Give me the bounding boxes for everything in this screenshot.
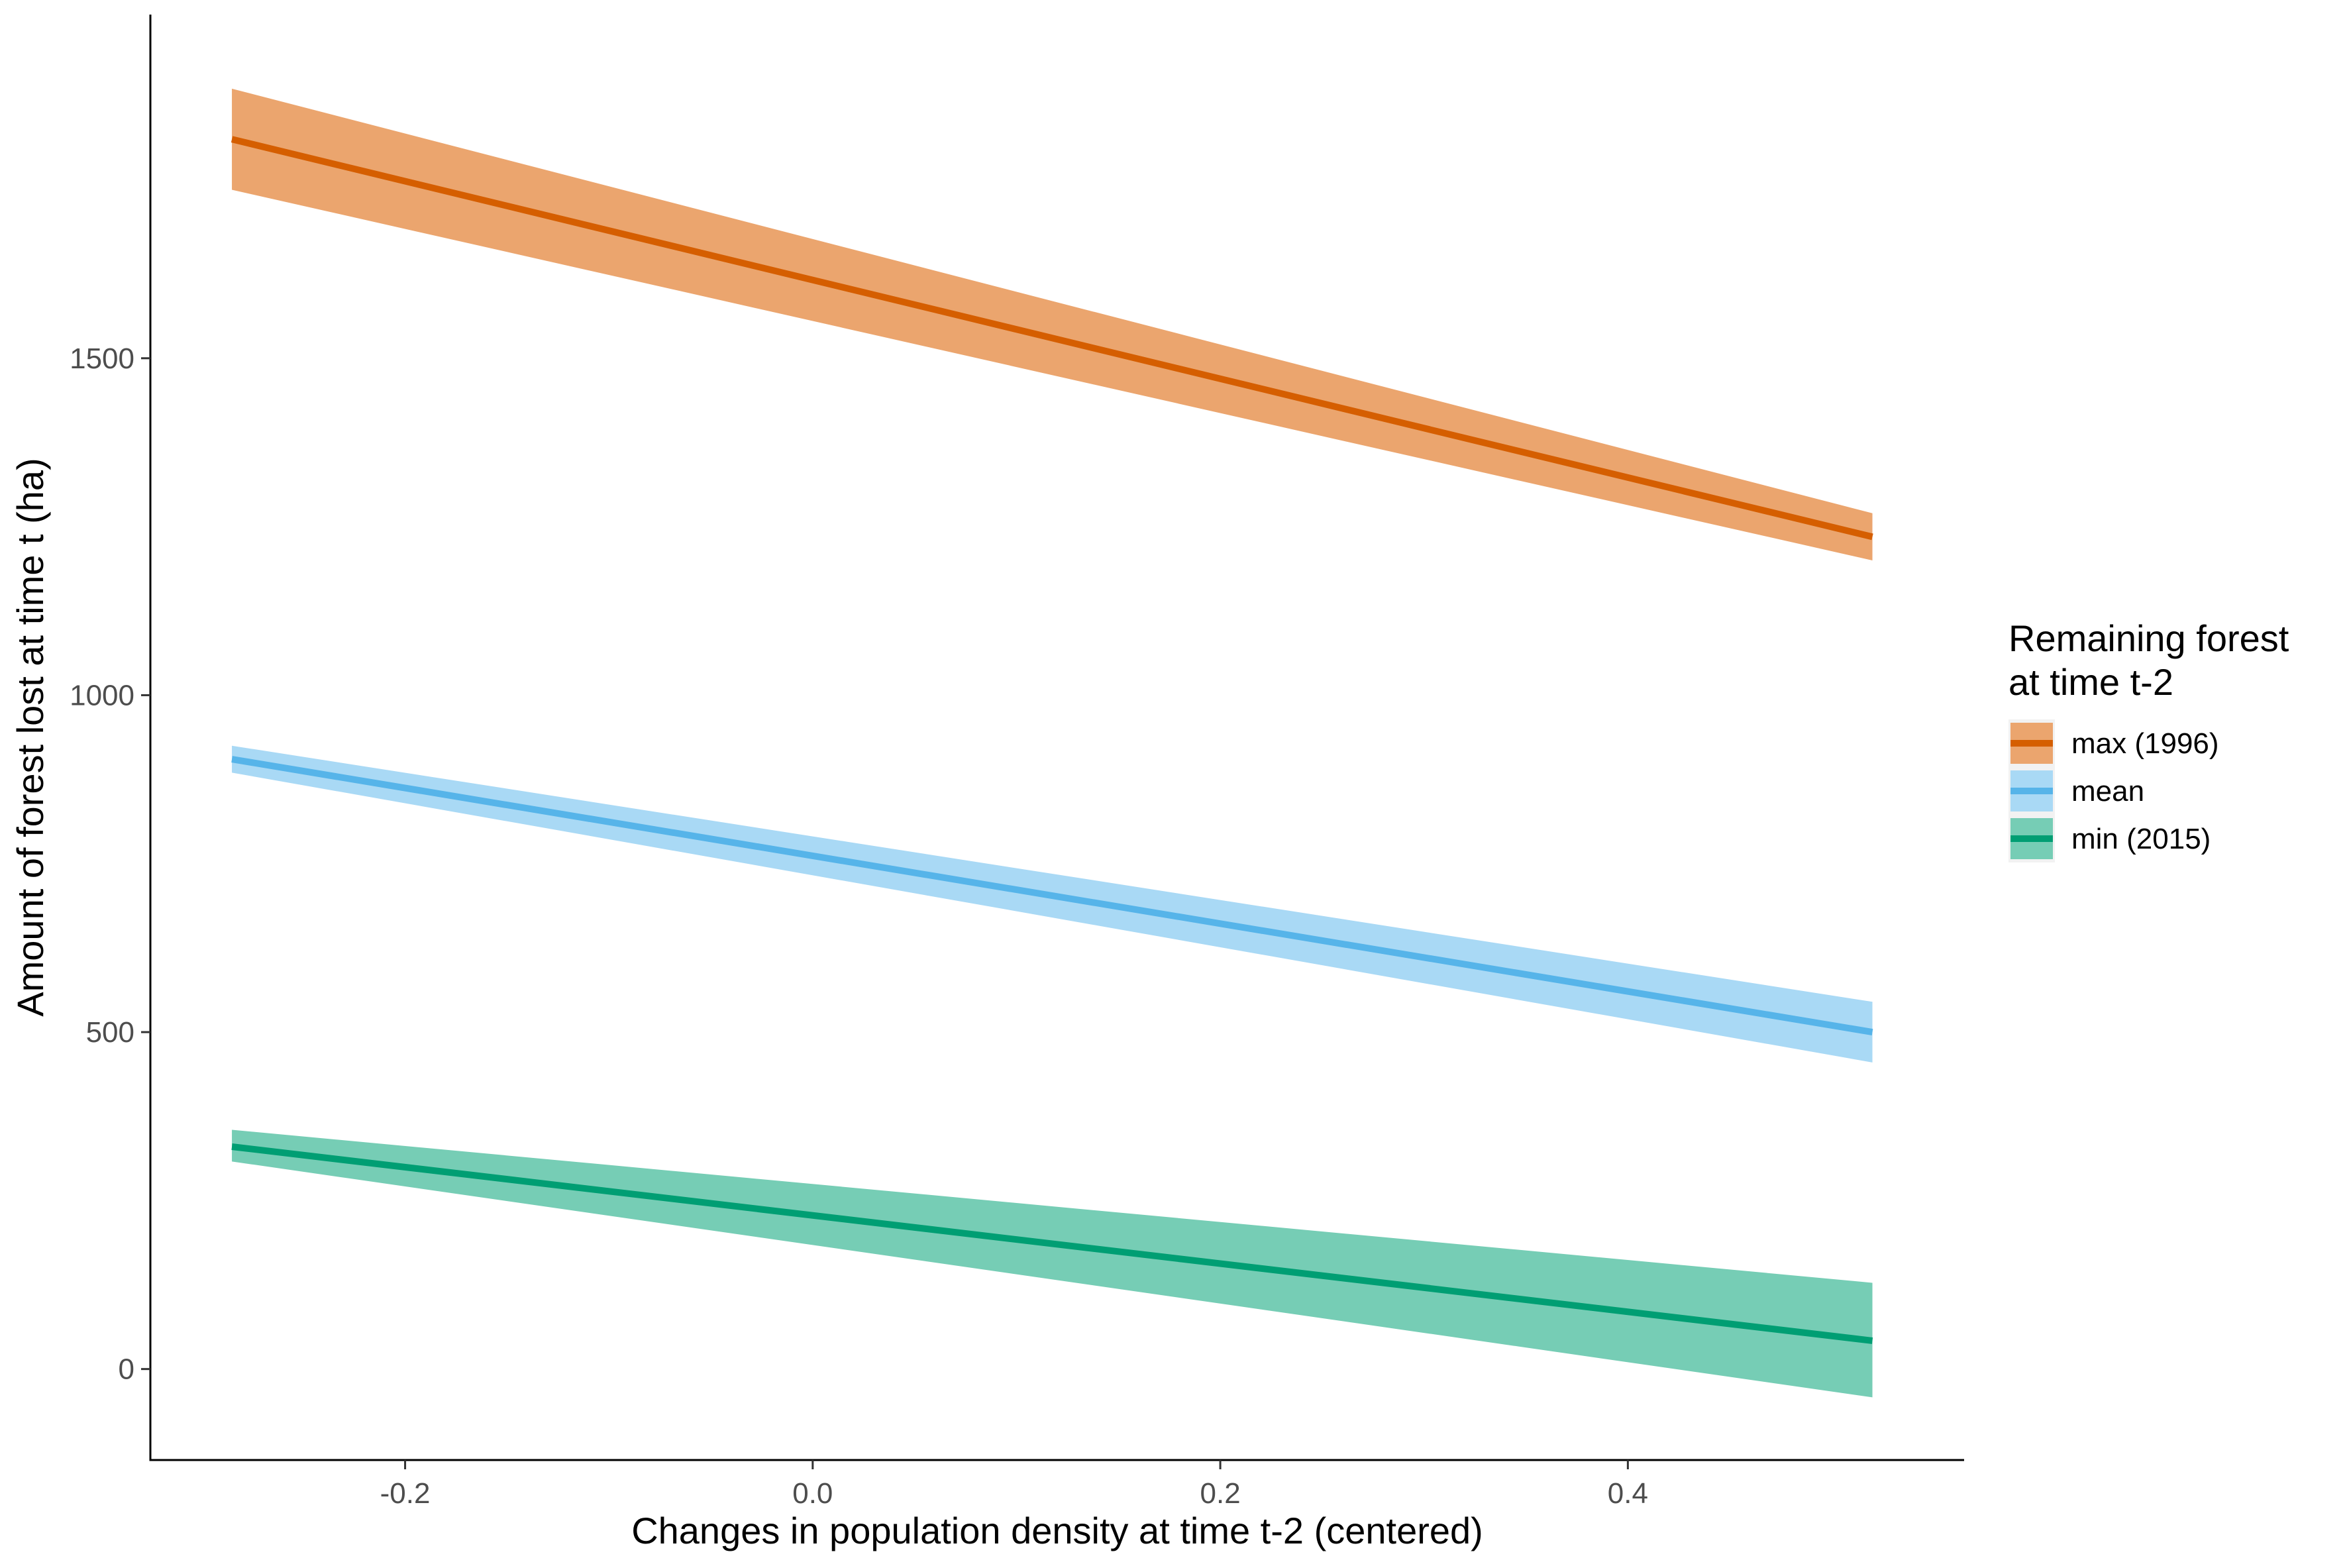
legend-items: max (1996) mean min (2015) bbox=[2008, 719, 2219, 862]
line-mean bbox=[231, 756, 1873, 1035]
series-lines bbox=[231, 136, 1873, 1344]
x-axis-title: Changes in population density at time t-… bbox=[631, 1510, 1483, 1551]
y-ticks: 0 500 1000 1500 bbox=[70, 342, 150, 1386]
legend-item-min-2015: min (2015) bbox=[2008, 815, 2211, 862]
legend-item-max-1996: max (1996) bbox=[2008, 719, 2219, 767]
line-max-1996 bbox=[231, 136, 1873, 541]
x-tick-label: 0.4 bbox=[1608, 1477, 1648, 1510]
legend: Remaining forest at time t-2 max (1996)m… bbox=[2008, 617, 2289, 862]
confidence-bands bbox=[232, 88, 1873, 1398]
x-tick-label: 0.0 bbox=[792, 1477, 833, 1510]
band-min-2015 bbox=[232, 1129, 1873, 1398]
legend-label: min (2015) bbox=[2071, 823, 2211, 855]
line-min-2015 bbox=[231, 1143, 1873, 1344]
legend-label: mean bbox=[2071, 775, 2144, 808]
axes bbox=[149, 15, 1964, 1461]
y-tick-label: 1500 bbox=[70, 342, 134, 375]
band-max-1996 bbox=[232, 88, 1873, 560]
band-mean bbox=[232, 745, 1873, 1063]
y-tick-label: 1000 bbox=[70, 679, 134, 711]
legend-label: max (1996) bbox=[2071, 727, 2219, 760]
y-axis-title: Amount of forest lost at time t (ha) bbox=[9, 458, 51, 1016]
legend-item-mean: mean bbox=[2008, 767, 2144, 815]
x-ticks: -0.2 0.0 0.2 0.4 bbox=[380, 1460, 1648, 1510]
y-tick-label: 500 bbox=[86, 1016, 134, 1049]
legend-title-line-2: at time t-2 bbox=[2008, 661, 2173, 703]
x-tick-label: -0.2 bbox=[380, 1477, 431, 1510]
y-tick-label: 0 bbox=[119, 1353, 134, 1386]
legend-title-line-1: Remaining forest bbox=[2008, 617, 2289, 659]
x-tick-label: 0.2 bbox=[1200, 1477, 1241, 1510]
